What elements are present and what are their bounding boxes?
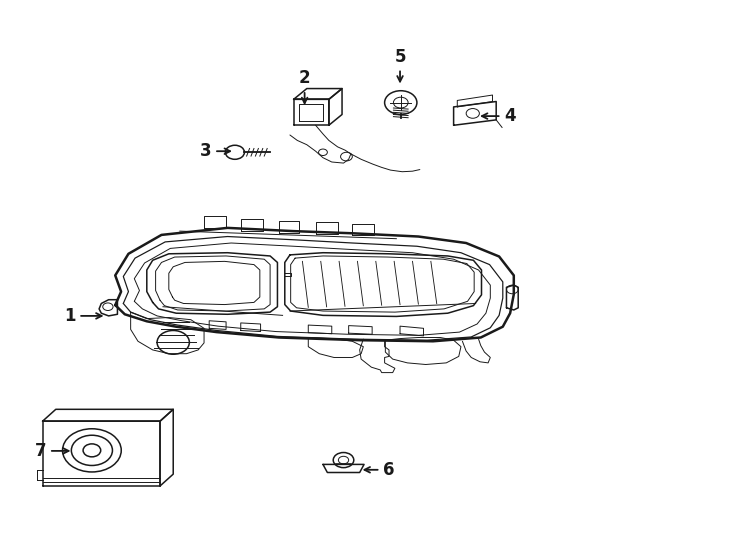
Text: 3: 3 — [200, 142, 230, 160]
Text: 4: 4 — [482, 107, 516, 125]
Text: 2: 2 — [299, 69, 310, 103]
Text: 6: 6 — [365, 461, 395, 479]
Text: 1: 1 — [64, 307, 101, 325]
Text: 5: 5 — [394, 48, 406, 82]
Text: 7: 7 — [34, 442, 68, 460]
